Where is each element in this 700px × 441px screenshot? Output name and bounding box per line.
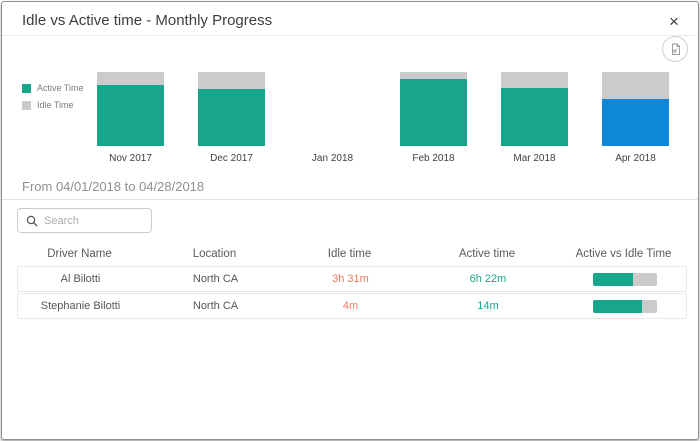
- date-range-label: From 04/01/2018 to 04/28/2018: [22, 179, 205, 194]
- dialog-title: Idle vs Active time - Monthly Progress: [22, 12, 273, 29]
- chart-month-slot: Dec 2017: [181, 72, 282, 164]
- chart-month-slot: Jan 2018: [282, 72, 383, 164]
- idle-segment: [97, 72, 164, 86]
- table-row[interactable]: Al Bilotti North CA 3h 31m 6h 22m: [17, 266, 687, 292]
- active-segment: [198, 89, 265, 146]
- bar-feb-2018[interactable]: [400, 72, 467, 146]
- export-report-button[interactable]: [662, 36, 688, 62]
- chart-month-slot: Mar 2018: [484, 72, 585, 164]
- section-divider: [2, 199, 698, 200]
- month-label: Dec 2017: [210, 153, 253, 164]
- bar-nov-2017[interactable]: [97, 72, 164, 146]
- column-header-active-vs-idle: Active vs Idle Time: [575, 248, 672, 260]
- active-vs-idle-bar: [592, 299, 657, 313]
- close-icon[interactable]: ×: [669, 12, 679, 31]
- active-time-cell: 14m: [477, 300, 499, 312]
- active-time-swatch: [22, 83, 31, 93]
- export-document-icon: [671, 43, 680, 55]
- idle-segment: [400, 72, 467, 80]
- month-label: Nov 2017: [109, 153, 152, 164]
- legend-label: Idle Time: [37, 100, 74, 110]
- active-vs-idle-cell: [563, 299, 686, 313]
- column-header-idle-time: Idle time: [327, 248, 372, 260]
- table-row[interactable]: Stephanie Bilotti North CA 4m 14m: [17, 293, 687, 319]
- active-portion: [592, 299, 643, 313]
- column-header-location: Location: [192, 248, 237, 260]
- active-vs-idle-cell: [563, 272, 686, 286]
- chart-month-slot: Nov 2017: [80, 72, 181, 164]
- active-segment: [400, 79, 467, 146]
- month-label: Feb 2018: [412, 153, 455, 164]
- driver-name-cell: Al Bilotti: [60, 273, 101, 285]
- chart-month-slot: Feb 2018: [383, 72, 484, 164]
- idle-time-cell: 4m: [342, 300, 359, 312]
- column-header-driver-name: Driver Name: [47, 248, 112, 260]
- location-cell: North CA: [192, 300, 239, 312]
- active-segment: [602, 98, 669, 146]
- active-time-cell: 6h 22m: [469, 273, 507, 285]
- legend-label: Active Time: [37, 83, 84, 93]
- column-header-active-time: Active time: [458, 248, 516, 260]
- bar-dec-2017[interactable]: [198, 72, 265, 146]
- idle-segment: [198, 72, 265, 90]
- table-header-row: Driver Name Location Idle time Active ti…: [17, 242, 687, 266]
- search-icon: [26, 215, 38, 226]
- location-cell: North CA: [192, 273, 239, 285]
- chart-legend: Active Time Idle Time: [22, 83, 84, 117]
- active-vs-idle-bar: [592, 272, 657, 286]
- month-label: Mar 2018: [513, 153, 556, 164]
- monthly-stacked-bar-chart: Nov 2017 Dec 2017 Jan 2018 Feb 2018: [80, 72, 686, 164]
- idle-segment: [602, 72, 669, 99]
- bar-apr-2018-selected[interactable]: [602, 72, 669, 146]
- legend-item-active-time[interactable]: Active Time: [22, 83, 84, 93]
- legend-item-idle-time[interactable]: Idle Time: [22, 100, 84, 110]
- idle-time-cell: 3h 31m: [332, 273, 369, 285]
- active-segment: [501, 88, 568, 146]
- month-label: Apr 2018: [615, 153, 656, 164]
- search-box: [17, 208, 152, 233]
- active-segment: [97, 85, 164, 146]
- active-portion: [592, 272, 634, 286]
- bar-mar-2018[interactable]: [501, 72, 568, 146]
- idle-segment: [501, 72, 568, 89]
- title-divider: [2, 35, 698, 36]
- month-label: Jan 2018: [311, 153, 354, 164]
- chart-month-slot: Apr 2018: [585, 72, 686, 164]
- search-input[interactable]: [44, 214, 139, 227]
- idle-time-swatch: [22, 100, 31, 110]
- drivers-table: Driver Name Location Idle time Active ti…: [17, 242, 687, 320]
- driver-name-cell: Stephanie Bilotti: [40, 300, 121, 312]
